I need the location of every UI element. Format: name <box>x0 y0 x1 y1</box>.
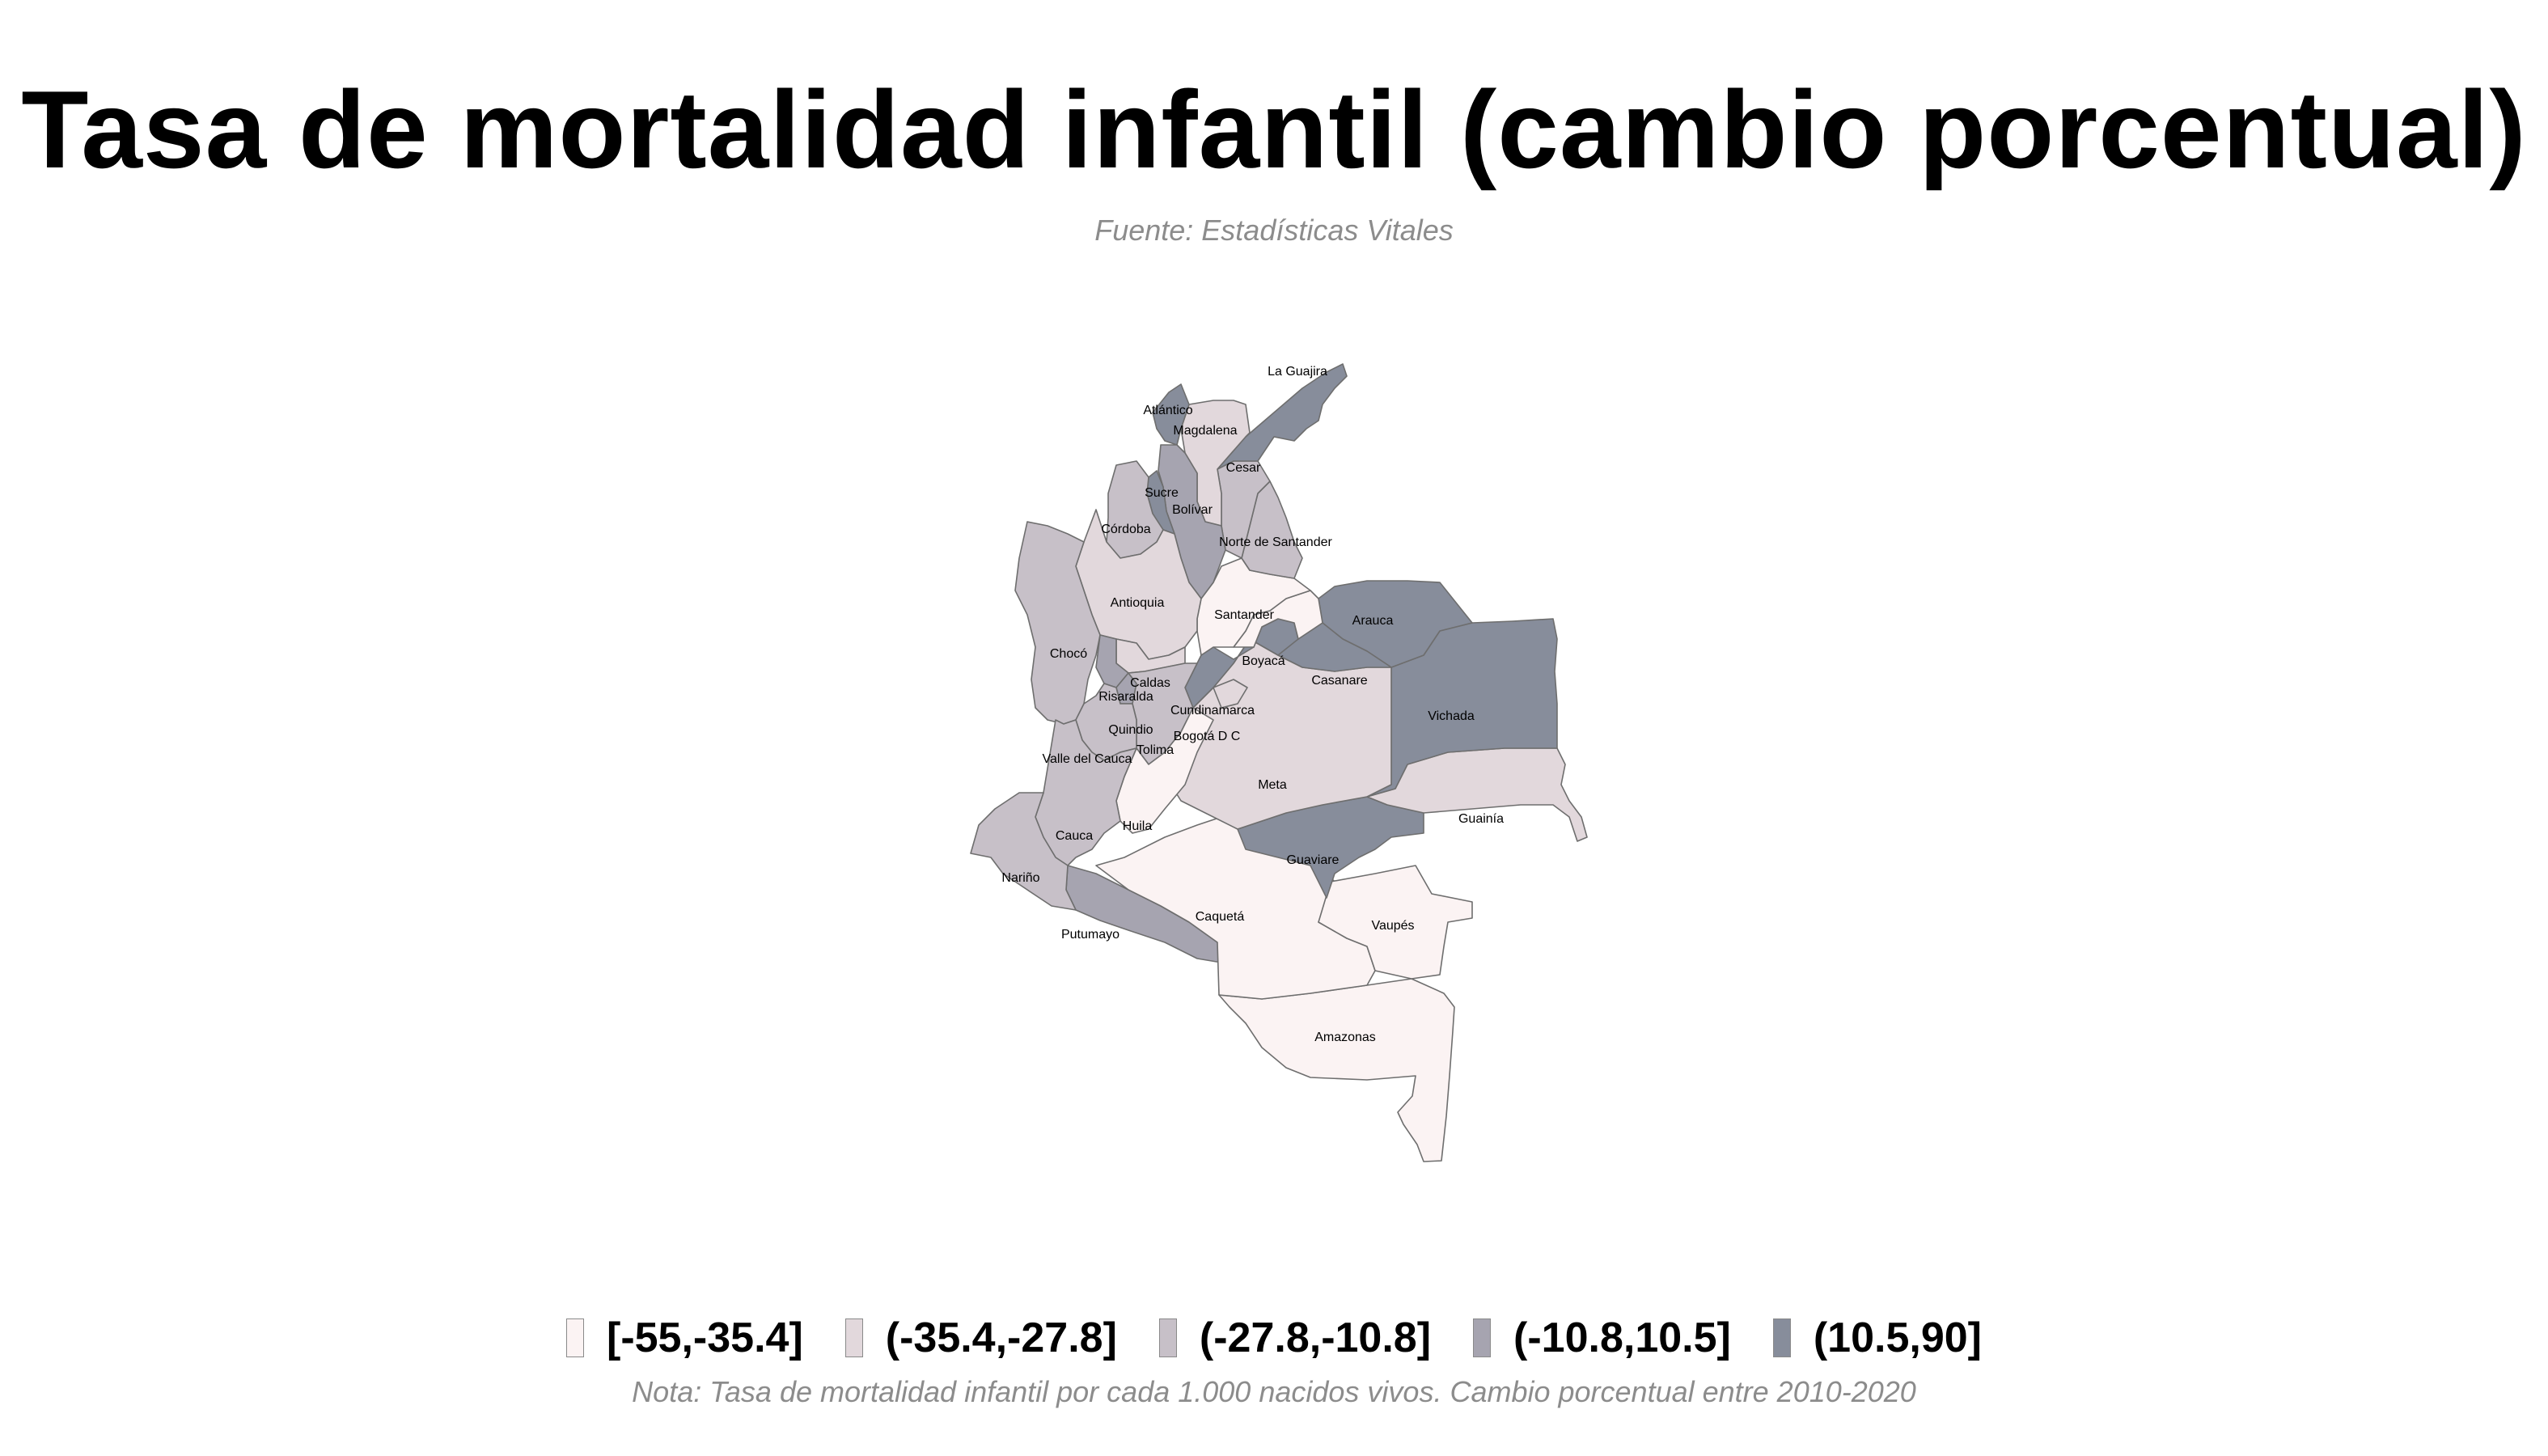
department-label: Norte de Santander <box>1219 535 1332 549</box>
legend-swatch <box>566 1318 584 1357</box>
department-label: Vichada <box>1428 709 1475 723</box>
department-label: Boyacá <box>1242 654 1285 668</box>
map-subtitle: Fuente: Estadísticas Vitales <box>1094 214 1454 247</box>
department-label: Caquetá <box>1196 910 1245 924</box>
department-label: Cesar <box>1226 461 1261 475</box>
legend: [-55,-35.4] (-35.4,-27.8] (-27.8,-10.8] … <box>0 1314 2548 1362</box>
legend-swatch <box>1772 1318 1791 1357</box>
department-label: Sucre <box>1145 486 1179 500</box>
department-label: Arauca <box>1352 614 1394 628</box>
legend-swatch <box>1158 1318 1177 1357</box>
department-label: Cauca <box>1056 829 1093 843</box>
department-label: Tolima <box>1136 743 1174 757</box>
department-bogota <box>1213 679 1248 709</box>
department-narino <box>970 792 1077 911</box>
department-atlantico <box>1152 383 1190 446</box>
legend-swatch <box>1473 1318 1492 1357</box>
department-label: Chocó <box>1050 647 1087 661</box>
map-note: Nota: Tasa de mortalidad infantil por ca… <box>632 1375 1916 1408</box>
legend-label: (-35.4,-27.8] <box>885 1314 1117 1361</box>
legend-label: (-10.8,10.5] <box>1513 1314 1731 1361</box>
department-label: Antioquia <box>1111 596 1165 610</box>
department-label: Cundinamarca <box>1170 704 1255 717</box>
legend-item: (10.5,90] <box>1772 1314 1982 1362</box>
department-label: La Guajira <box>1268 365 1327 379</box>
legend-label: (-27.8,-10.8] <box>1199 1314 1432 1361</box>
department-label: Bolívar <box>1172 503 1213 517</box>
department-label: Huila <box>1123 819 1153 833</box>
legend-label: (10.5,90] <box>1813 1314 1982 1361</box>
department-label: Santander <box>1214 608 1275 622</box>
legend-item: (-10.8,10.5] <box>1473 1314 1731 1362</box>
department-label: Quindio <box>1108 723 1153 737</box>
map-title: Tasa de mortalidad infantil (cambio porc… <box>21 68 2527 191</box>
department-label: Magdalena <box>1173 424 1237 438</box>
department-label: Nariño <box>1001 871 1039 885</box>
department-label: Córdoba <box>1101 523 1150 536</box>
colombia-map: La Guajira Atlántico Magdalena Cesar Suc… <box>954 299 1602 1173</box>
department-label: Meta <box>1258 778 1287 792</box>
legend-item: (-27.8,-10.8] <box>1158 1314 1432 1362</box>
department-vaupes <box>1318 865 1473 980</box>
department-label: Bogotá D C <box>1174 730 1241 743</box>
legend-item: (-35.4,-27.8] <box>844 1314 1117 1362</box>
department-label: Amazonas <box>1314 1031 1376 1044</box>
legend-label: [-55,-35.4] <box>607 1314 803 1361</box>
department-label: Vaupés <box>1371 919 1414 933</box>
department-label: Guaviare <box>1287 853 1340 867</box>
legend-item: [-55,-35.4] <box>566 1314 803 1362</box>
department-label: Guainía <box>1458 812 1504 826</box>
department-la-guajira <box>1217 363 1348 470</box>
legend-swatch <box>844 1318 863 1357</box>
department-amazonas <box>1218 978 1455 1162</box>
department-label: Casanare <box>1311 674 1367 688</box>
department-label: Valle del Cauca <box>1043 752 1132 766</box>
department-label: Putumayo <box>1061 928 1120 942</box>
department-label: Caldas <box>1130 676 1170 690</box>
department-label: Risaralda <box>1098 690 1153 704</box>
department-label: Atlántico <box>1143 404 1192 417</box>
